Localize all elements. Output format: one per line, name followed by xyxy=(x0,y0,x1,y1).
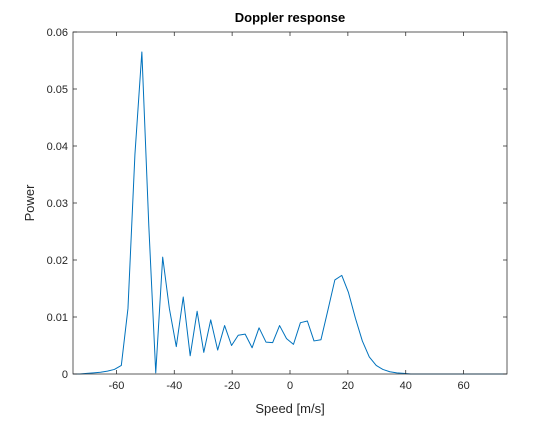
x-tick-label: 0 xyxy=(287,380,293,392)
y-tick-label: 0.01 xyxy=(47,312,68,324)
y-tick-label: 0.06 xyxy=(47,27,68,39)
x-tick-label: 20 xyxy=(342,380,354,392)
plot-area xyxy=(73,32,507,374)
x-tick-label: 40 xyxy=(400,380,412,392)
y-tick-label: 0 xyxy=(62,369,68,381)
y-tick-label: 0.04 xyxy=(47,141,68,153)
x-tick-label: -40 xyxy=(166,380,182,392)
axes-layer: -60 -40 -20 0 20 40 60 0 0.01 0.02 0.03 0.04 0.05 0.0… xyxy=(47,27,508,392)
y-tick-label: 0.03 xyxy=(47,198,68,210)
x-axis-label: Speed [m/s] xyxy=(255,401,324,416)
chart-title: Doppler response xyxy=(235,10,346,25)
y-tick-label: 0.05 xyxy=(47,84,68,96)
y-tick-label: 0.02 xyxy=(47,255,68,267)
x-tick-label: 60 xyxy=(457,380,469,392)
y-axis-label: Power xyxy=(22,184,37,222)
x-tick-label: -60 xyxy=(108,380,124,392)
x-tick-label: -20 xyxy=(224,380,240,392)
